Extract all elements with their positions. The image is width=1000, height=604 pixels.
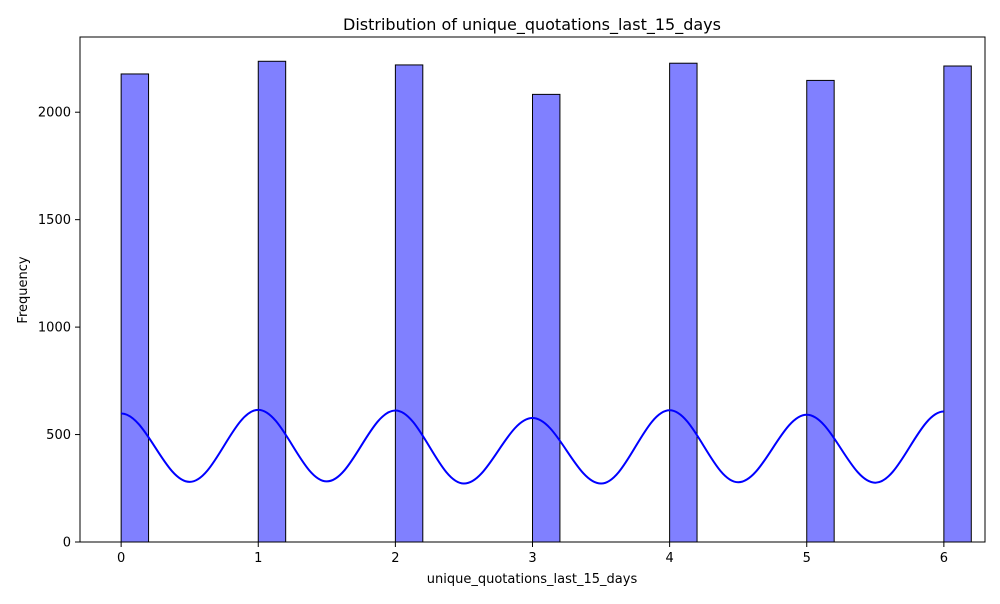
x-tick-label-1: 1 bbox=[254, 551, 262, 566]
x-tick-label-5: 5 bbox=[803, 551, 811, 566]
axes-layer: 0 1 2 3 4 5 6 0 500 1000 1500 2000 bbox=[38, 36, 986, 566]
x-tick-label-3: 3 bbox=[528, 551, 536, 566]
kde-curve bbox=[120, 408, 945, 485]
y-tick-label-0: 0 bbox=[63, 536, 71, 551]
bars-layer bbox=[120, 60, 972, 543]
x-tick-label-6: 6 bbox=[940, 551, 948, 566]
histogram-bar-2 bbox=[394, 64, 424, 543]
y-axis-label: Frequency bbox=[16, 256, 31, 323]
histogram-bar-0 bbox=[120, 73, 150, 543]
y-tick-label-1: 500 bbox=[46, 428, 71, 443]
x-tick-label-2: 2 bbox=[391, 551, 399, 566]
histogram-bar-5 bbox=[806, 79, 835, 543]
histogram-bar-4 bbox=[669, 62, 698, 543]
histogram-bar-6 bbox=[943, 65, 972, 543]
x-axis-label: unique_quotations_last_15_days bbox=[427, 572, 638, 587]
histogram-bar-3 bbox=[532, 93, 561, 543]
y-tick-label-2: 1000 bbox=[38, 321, 71, 336]
y-tick-label-3: 1500 bbox=[38, 213, 71, 228]
y-tick-label-4: 2000 bbox=[38, 106, 71, 121]
x-tick-label-4: 4 bbox=[665, 551, 673, 566]
histogram-bar-1 bbox=[257, 60, 287, 543]
chart-title: Distribution of unique_quotations_last_1… bbox=[343, 15, 721, 35]
x-tick-label-0: 0 bbox=[117, 551, 125, 566]
